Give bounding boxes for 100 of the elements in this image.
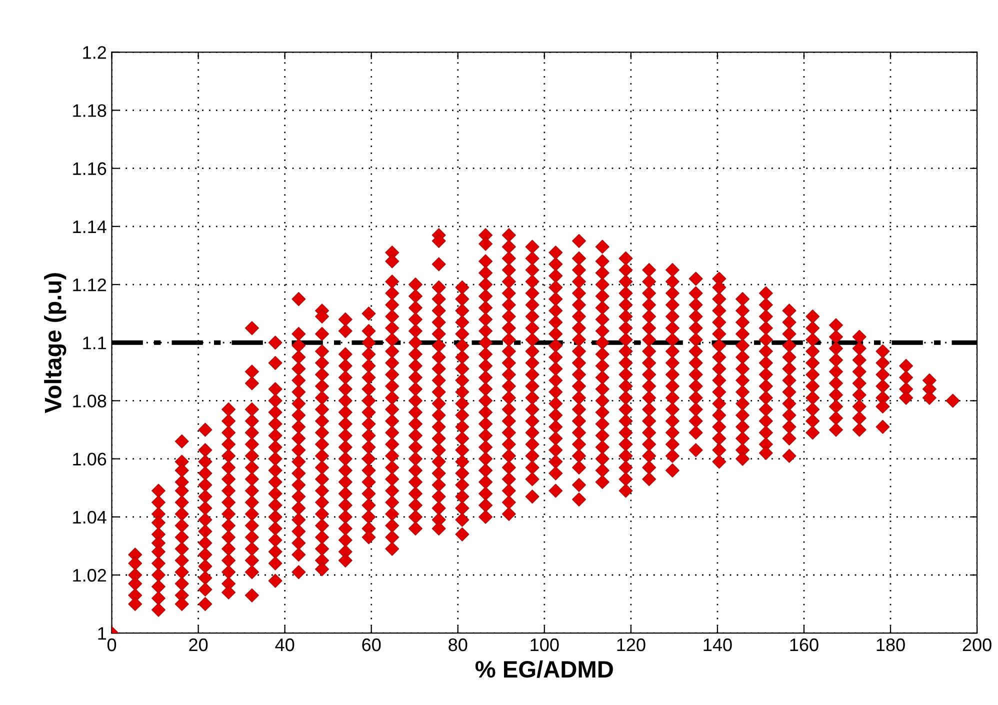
- x-tick-label: 60: [362, 638, 381, 652]
- point: [408, 347, 422, 362]
- point: [595, 358, 610, 373]
- point: [828, 330, 844, 344]
- point: [828, 353, 844, 368]
- point: [222, 448, 236, 463]
- point: [782, 396, 796, 411]
- point: [806, 344, 820, 358]
- point: [525, 251, 540, 266]
- point: [688, 356, 703, 370]
- point: [876, 344, 890, 358]
- point: [338, 347, 352, 362]
- x-tick-label: 20: [189, 638, 208, 652]
- point: [385, 426, 400, 440]
- point: [244, 518, 259, 533]
- point: [385, 530, 400, 544]
- point: [478, 382, 493, 396]
- point: [642, 414, 656, 428]
- point: [758, 332, 773, 347]
- point: [642, 390, 656, 405]
- point: [525, 286, 540, 300]
- point: [618, 448, 633, 463]
- point: [618, 332, 633, 347]
- point: [502, 298, 516, 312]
- point: [292, 490, 306, 504]
- point: [362, 428, 376, 443]
- point: [432, 304, 446, 318]
- point: [432, 315, 446, 330]
- point: [642, 344, 656, 358]
- point: [432, 478, 446, 492]
- point: [362, 347, 376, 362]
- point: [432, 454, 446, 469]
- point: [758, 414, 773, 428]
- point: [432, 292, 446, 306]
- point: [244, 495, 259, 510]
- point: [408, 522, 422, 536]
- point: [292, 350, 306, 364]
- point: [408, 370, 422, 384]
- point: [548, 304, 563, 318]
- point: [362, 370, 376, 384]
- point: [806, 390, 820, 405]
- point: [502, 484, 516, 498]
- point: [478, 416, 493, 431]
- point: [268, 510, 282, 524]
- point: [338, 486, 352, 501]
- point: [572, 448, 586, 463]
- point: [478, 236, 493, 251]
- point: [315, 379, 330, 394]
- point: [432, 420, 446, 434]
- point: [268, 486, 282, 501]
- point: [782, 326, 796, 341]
- point: [736, 304, 750, 318]
- point: [432, 338, 446, 353]
- point: [852, 364, 866, 379]
- point: [244, 484, 259, 498]
- point: [151, 495, 166, 510]
- point: [736, 396, 750, 411]
- point: [548, 385, 563, 400]
- point: [852, 388, 866, 402]
- point: [595, 312, 610, 326]
- point: [712, 350, 726, 364]
- point: [758, 368, 773, 382]
- point: [618, 402, 633, 416]
- point: [268, 382, 282, 396]
- point: [548, 292, 563, 306]
- point: [244, 553, 259, 568]
- point: [478, 358, 493, 373]
- point: [432, 326, 446, 341]
- point: [758, 321, 773, 336]
- point: [548, 484, 563, 498]
- point: [478, 394, 493, 408]
- point: [268, 544, 282, 559]
- point: [782, 304, 796, 318]
- point: [688, 443, 703, 458]
- point: [782, 350, 796, 364]
- point: [548, 396, 563, 411]
- point: [478, 266, 493, 280]
- point: [455, 443, 470, 458]
- point: [806, 321, 820, 336]
- point: [922, 390, 936, 405]
- point: [244, 588, 259, 602]
- point: [642, 356, 656, 370]
- point: [408, 405, 422, 420]
- point: [385, 321, 400, 336]
- point: [174, 506, 189, 522]
- point: [128, 556, 142, 570]
- point: [618, 286, 633, 300]
- point: [758, 379, 773, 394]
- point: [432, 373, 446, 388]
- point: [782, 448, 796, 463]
- point: [595, 347, 610, 362]
- point: [712, 420, 726, 434]
- point: [502, 321, 516, 336]
- point: [852, 400, 866, 414]
- point: [455, 292, 470, 306]
- point: [572, 437, 586, 452]
- point: [408, 358, 422, 373]
- point: [618, 344, 633, 358]
- point: [455, 338, 470, 353]
- point: [525, 321, 540, 336]
